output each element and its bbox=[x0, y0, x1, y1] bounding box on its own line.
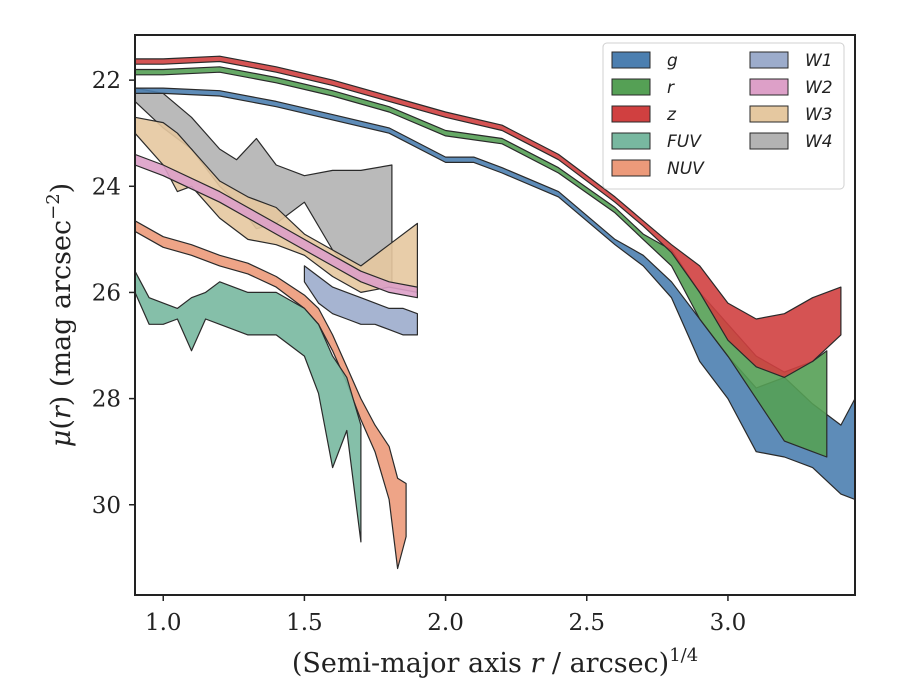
series-layer: W4W3W2W1NUVFUVgrz bbox=[135, 55, 855, 570]
legend: grz FUV NUV W1 W2 W3 W4 bbox=[602, 42, 845, 190]
y-axis-label: μ(r) (mag arcsec−2) bbox=[43, 183, 77, 447]
legend-label-w2: W2 bbox=[805, 78, 833, 98]
axes-layer: 1.0 1.5 2.0 2.5 3.0 22 24 26 28 30 bbox=[92, 68, 747, 636]
series-band-g: g bbox=[135, 87, 855, 501]
legend-swatch-z bbox=[611, 105, 651, 123]
legend-swatch-w1 bbox=[749, 51, 789, 69]
legend-label-w1: W1 bbox=[805, 51, 833, 71]
y-tick-label: 24 bbox=[92, 174, 121, 200]
y-tick-label: 22 bbox=[92, 68, 121, 94]
legend-swatch-w4 bbox=[749, 132, 789, 150]
x-tick-label: 2.5 bbox=[568, 610, 605, 636]
y-tick-label: 30 bbox=[92, 493, 121, 519]
series-band-w4: W4 bbox=[135, 87, 393, 288]
series-band-z: z bbox=[135, 55, 842, 378]
y-tick-label: 28 bbox=[92, 387, 121, 413]
series-band-r: r bbox=[135, 66, 828, 458]
x-axis-label: (Semi-major axis r / arcsec)1/4 bbox=[292, 645, 698, 679]
legend-label-z: z bbox=[666, 105, 677, 125]
legend-swatch-r bbox=[611, 78, 651, 96]
series-band-w2: W2 bbox=[135, 153, 418, 299]
series-band-fuv: FUV bbox=[135, 270, 362, 543]
legend-label-w3: W3 bbox=[805, 105, 833, 125]
legend-label-r: r bbox=[667, 78, 675, 98]
legend-label-g: g bbox=[667, 51, 678, 71]
legend-label-nuv: NUV bbox=[667, 159, 705, 179]
x-tick-label: 3.0 bbox=[710, 610, 747, 636]
y-tick-label: 26 bbox=[92, 280, 121, 306]
plot-frame bbox=[134, 34, 856, 596]
legend-swatch-fuv bbox=[611, 132, 651, 150]
legend-label-fuv: FUV bbox=[667, 132, 702, 152]
x-tick-label: 2.0 bbox=[427, 610, 464, 636]
legend-swatch-w2 bbox=[749, 78, 789, 96]
series-band-w1: W1 bbox=[303, 265, 418, 336]
x-tick-label: 1.5 bbox=[286, 610, 323, 636]
legend-swatch-g bbox=[611, 51, 651, 69]
legend-swatch-nuv bbox=[611, 159, 651, 177]
legend-swatch-w3 bbox=[749, 105, 789, 123]
legend-label-w4: W4 bbox=[805, 132, 833, 152]
x-tick-label: 1.0 bbox=[145, 610, 182, 636]
